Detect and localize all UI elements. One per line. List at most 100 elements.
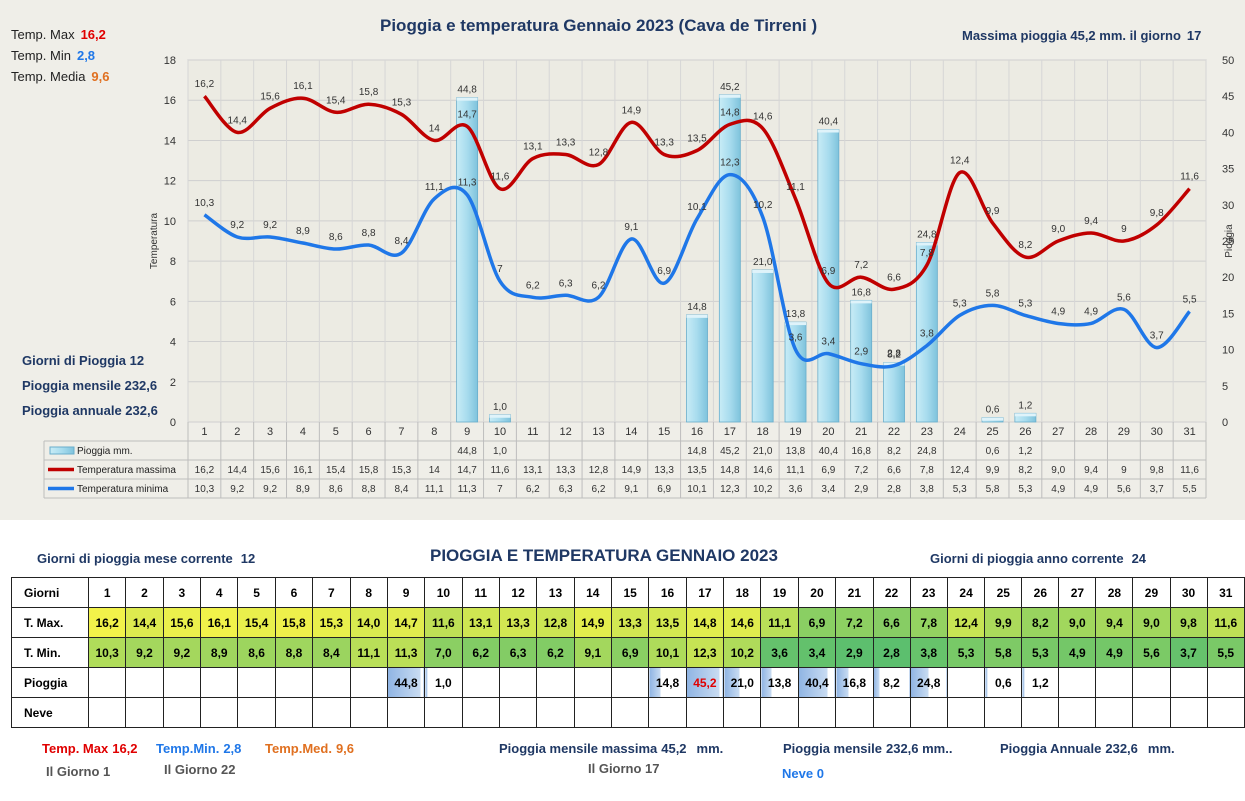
table-cell: 16,1 [200,607,239,638]
table-cell: 9,2 [162,637,202,668]
table-cell: 1,2 [1021,667,1060,698]
data-table-cell: 5,3 [1018,484,1032,495]
table-cell: 24 [946,577,986,608]
table-cell [424,697,463,728]
table-cell: 11 [461,577,500,608]
rain-data-label: 16,8 [851,287,871,298]
footer-max-month-label: Pioggia mensile massima [499,741,658,756]
footer-annual-value: 232,6 [1105,741,1138,756]
data-table-cell: 16,1 [293,465,313,476]
data-table-cell: 11,1 [786,465,805,476]
table-cell: 15,4 [237,607,276,638]
table-cell: 23 [909,577,948,608]
x-tick-label: 1 [201,426,207,438]
tmax-data-label: 9,8 [1150,208,1164,219]
summary-tmax-label: Temp. Max [11,27,75,42]
data-table-cell: 1,0 [493,446,507,457]
data-table-cell: 16,8 [851,446,871,457]
tmin-data-label: 5,3 [953,298,967,309]
table-cell: 15,6 [162,607,202,638]
y2-tick-label: 40 [1222,127,1234,139]
footer-tmin-label: Temp.Min. [156,741,220,756]
table-cell [872,697,911,728]
rain-days-month-label: Giorni di pioggia mese corrente [37,551,233,566]
tmax-data-label: 11,6 [1180,172,1199,183]
table-cell [573,697,612,728]
table-cell [723,697,762,728]
monthly-rain-summary: Pioggia mensile 232,6 [22,378,158,393]
tmax-data-label: 9,9 [986,206,1000,217]
data-table-cell: 9,2 [263,484,277,495]
table-cell [87,667,127,698]
table-cell: 31 [1206,577,1245,608]
x-tick-label: 27 [1052,426,1064,438]
rain-bar-cap [785,322,807,326]
data-table-cell: 24,8 [917,446,937,457]
data-table-cell: 6,9 [821,465,835,476]
data-table-cell: 16,2 [195,465,215,476]
table-cell: 12,3 [685,637,725,668]
data-table-cell: 13,1 [523,465,543,476]
data-table-cell: 6,6 [887,465,901,476]
tmin-data-label: 6,9 [657,266,671,277]
data-table-cell: 9,4 [1084,465,1098,476]
table-cell [610,697,650,728]
table-cell: 15,3 [312,607,351,638]
row-label: Pioggia [11,667,89,698]
table-cell [312,667,351,698]
footer-max-month: Pioggia mensile massima 45,2 mm. [499,741,723,756]
data-table-cell: 2,8 [887,484,901,495]
data-table-cell: 1,2 [1018,446,1032,457]
table-cell: 5,6 [1132,637,1171,668]
annual-rain-summary: Pioggia annuale 232,6 [22,403,158,418]
x-tick-label: 22 [888,426,900,438]
data-table-cell: 15,4 [326,465,346,476]
tmin-data-label: 4,9 [1051,306,1065,317]
table-cell [760,697,799,728]
y2-axis-title: Pioggia [1224,224,1235,258]
footer-annual-label: Pioggia Annuale [1000,741,1102,756]
table-cell [162,667,202,698]
table-cell [237,667,276,698]
chart-title: Pioggia e temperatura Gennaio 2023 (Cava… [380,16,818,35]
table-cell: 3,7 [1169,637,1208,668]
table-cell: 5 [237,577,276,608]
table-cell: 13 [536,577,575,608]
data-table-cell: 8,4 [394,484,408,495]
data-table-cell: 6,2 [526,484,540,495]
x-tick-label: 8 [431,426,437,438]
table-cell [536,667,575,698]
rain-data-label: 1,2 [1018,400,1032,411]
table-cell: 8,4 [312,637,351,668]
table-cell: 9,4 [1095,607,1134,638]
tmax-data-label: 9,0 [1051,224,1065,235]
table-cell: 3,6 [760,637,799,668]
table-cell [1095,697,1134,728]
y-tick-label: 4 [170,337,176,349]
tmax-data-label: 6,9 [821,266,835,277]
table-cell: 10,1 [648,637,687,668]
table-cell [946,697,986,728]
table-cell: 8,2 [872,667,911,698]
data-table-cell: 9,1 [624,484,638,495]
data-table-cell: 3,7 [1150,484,1164,495]
rain-data-label: 0,6 [986,405,1000,416]
tmax-data-label: 13,3 [654,138,674,149]
table-cell [200,697,239,728]
tmin-data-label: 12,3 [720,158,740,169]
table-cell [125,697,164,728]
table-cell [461,667,500,698]
data-table-cell: 8,2 [887,446,901,457]
table-cell [909,697,948,728]
x-tick-label: 11 [527,426,538,438]
table-cell: 26 [1021,577,1060,608]
table-cell [237,697,276,728]
table-cell: 6,6 [872,607,911,638]
table-cell: 14,9 [573,607,612,638]
data-table-cell: 15,6 [260,465,280,476]
tmax-data-label: 7,8 [920,248,934,259]
table-row: T. Min. 10,3 9,2 9,2 8,9 8,6 8,8 8,4 11,1 11,3 7,0… [11,637,1245,668]
data-table-cell: 8,9 [296,484,310,495]
data-table-cell: 45,2 [720,446,740,457]
tmax-data-label: 8,2 [1018,240,1032,251]
